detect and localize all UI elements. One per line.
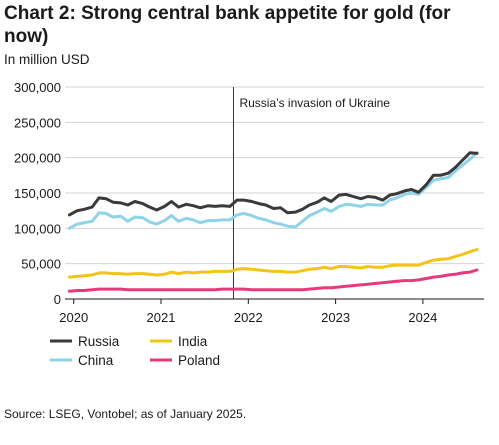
y-tick-label: 50,000 bbox=[21, 257, 61, 272]
y-tick-label: 150,000 bbox=[14, 186, 61, 201]
y-tick-label: 300,000 bbox=[14, 80, 61, 95]
x-tick-label: 2020 bbox=[59, 310, 88, 325]
y-tick-label: 0 bbox=[54, 292, 61, 307]
india-legend-label: India bbox=[178, 334, 208, 349]
y-tick-label: 100,000 bbox=[14, 221, 61, 236]
poland-legend-label: Poland bbox=[178, 353, 220, 368]
line-chart: 0 50,000 100,000 150,000 200,000 250,000 300,0… bbox=[14, 80, 484, 368]
china-legend-label: China bbox=[78, 353, 114, 368]
chart-subtitle: In million USD bbox=[4, 52, 90, 67]
y-tick-label: 200,000 bbox=[14, 151, 61, 166]
chart-series bbox=[67, 151, 479, 293]
x-tick-label: 2024 bbox=[408, 310, 437, 325]
china-series-line bbox=[67, 151, 479, 230]
russia-series-line bbox=[67, 151, 479, 217]
chart-title: Chart 2: Strong central bank appetite fo… bbox=[4, 3, 451, 47]
invasion-annotation-label: Russia’s invasion of Ukraine bbox=[239, 96, 390, 110]
x-tick-label: 2022 bbox=[234, 310, 263, 325]
y-tick-label: 250,000 bbox=[14, 115, 61, 130]
russia-legend-label: Russia bbox=[78, 334, 120, 349]
poland-series-line bbox=[67, 268, 479, 293]
invasion-annotation: Russia’s invasion of Ukraine bbox=[232, 87, 390, 299]
chart-source: Source: LSEG, Vontobel; as of January 20… bbox=[4, 407, 247, 421]
chart-legend: Russia China India Poland bbox=[50, 334, 220, 368]
x-tick-label: 2023 bbox=[321, 310, 350, 325]
india-series-line bbox=[67, 248, 479, 279]
x-axis-tick-labels: 2020 2021 2022 2023 2024 bbox=[59, 299, 437, 325]
x-tick-label: 2021 bbox=[147, 310, 176, 325]
y-axis-tick-labels: 0 50,000 100,000 150,000 200,000 250,000 300,0… bbox=[14, 80, 61, 307]
